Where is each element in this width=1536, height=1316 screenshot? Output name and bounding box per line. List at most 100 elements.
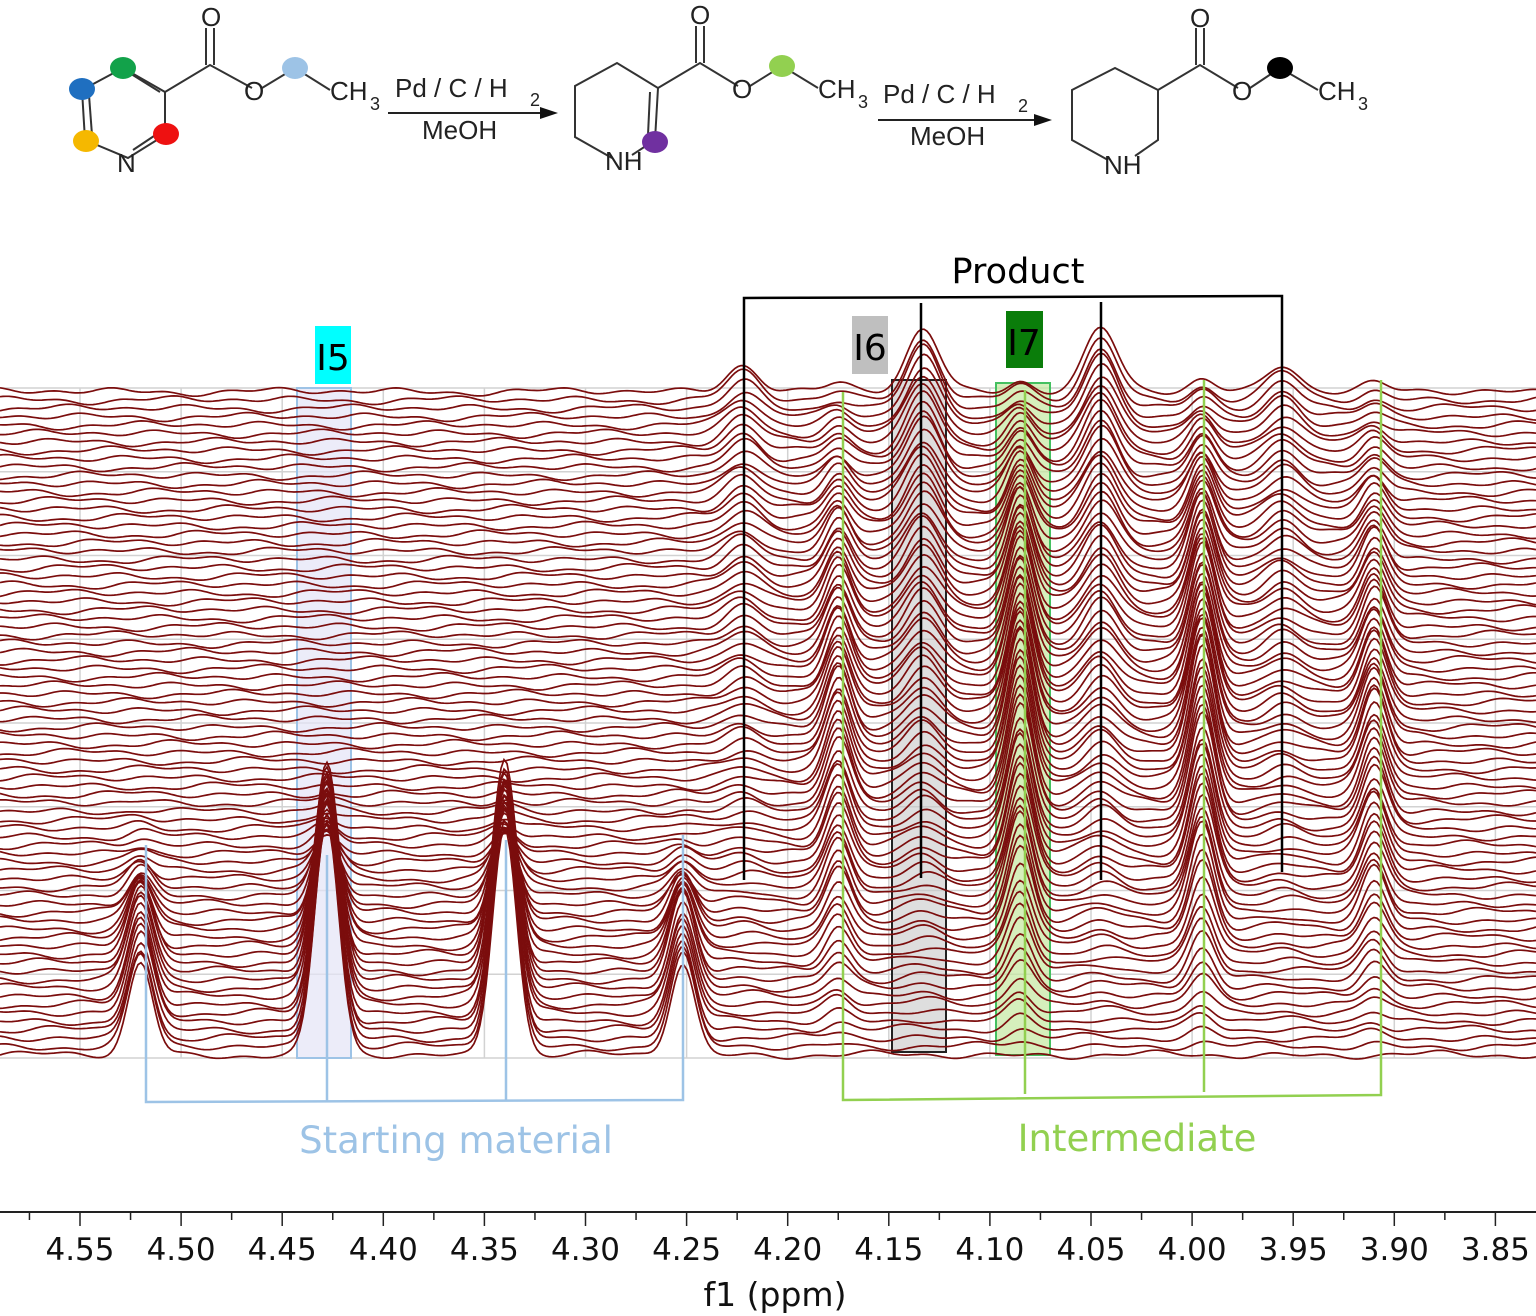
spectrum-trace	[0, 767, 1536, 985]
spectrum-trace	[0, 643, 1536, 767]
marker-dot-red	[153, 123, 179, 145]
spectrum-trace	[0, 437, 1536, 498]
atom-NH: NH	[1104, 150, 1142, 180]
spectrum-trace	[0, 655, 1536, 775]
spectrum-trace	[0, 511, 1536, 598]
spectrum-trace	[0, 336, 1536, 406]
spectrum-trace	[0, 809, 1536, 909]
spectrum-trace	[0, 786, 1536, 1010]
atom-CH: CH	[1318, 76, 1356, 106]
spectrum-trace	[0, 731, 1536, 842]
spectrum-trace	[0, 474, 1536, 540]
marker-dot-black	[1267, 57, 1293, 79]
marker-dot-lightgreen	[769, 55, 795, 77]
i5-label-box	[315, 326, 351, 384]
product-structure: O O NH CH 3	[1071, 3, 1368, 180]
spectrum-trace	[0, 326, 1536, 398]
spectrum-trace	[0, 780, 1536, 1002]
spectrum-trace	[0, 541, 1536, 641]
x-tick-label: 4.10	[955, 1232, 1024, 1268]
starting-material-structure: O O N CH 3	[69, 2, 380, 178]
spectrum-trace	[0, 634, 1536, 758]
intermediate-bracket	[841, 380, 1383, 1102]
spectrum-trace	[0, 398, 1536, 465]
marker-dot-green	[110, 57, 136, 79]
spectrum-trace	[0, 693, 1536, 808]
spectrum-trace	[0, 772, 1536, 876]
spectrum-trace	[0, 625, 1536, 742]
intermediate-label: Intermediate	[1018, 1117, 1257, 1160]
x-tick-label: 4.30	[551, 1232, 620, 1268]
x-tick-label: 4.45	[248, 1232, 317, 1268]
product-label: Product	[952, 252, 1085, 292]
spectrum-trace	[0, 765, 1536, 968]
spectrum-trace	[0, 778, 1536, 960]
spectrum-trace	[0, 485, 1536, 565]
atom-NH: NH	[605, 146, 643, 176]
reaction-arrow-2: Pd / C / H 2 MeOH	[878, 79, 1052, 151]
spectrum-trace	[0, 726, 1536, 833]
spectrum-trace	[0, 807, 1536, 1043]
spectrum-trace	[0, 362, 1536, 431]
spectrum-trace	[0, 674, 1536, 792]
x-tick-label: 4.15	[854, 1232, 923, 1268]
spectrum-trace	[0, 479, 1536, 548]
x-tick-label: 4.25	[652, 1232, 721, 1268]
spectrum-trace	[0, 797, 1536, 1027]
atom-O: O	[1232, 76, 1252, 106]
spectrum-trace	[0, 753, 1536, 859]
spectrum-trace	[0, 582, 1536, 691]
atom-O: O	[201, 2, 221, 32]
atom-O: O	[244, 76, 264, 106]
spectrum-trace	[0, 791, 1536, 943]
x-tick-label: 4.05	[1056, 1232, 1125, 1268]
spectrum-trace	[0, 499, 1536, 581]
spectrum-trace	[0, 469, 1536, 531]
solvent-label: MeOH	[910, 121, 985, 151]
starting-material-bracket	[144, 835, 685, 1104]
spectrum-trace	[0, 793, 1536, 893]
spectrum-trace	[0, 774, 1536, 993]
spectrum-trace	[0, 821, 1536, 1060]
x-tick-label: 3.85	[1461, 1232, 1530, 1268]
starting-material-label: Starting material	[299, 1119, 613, 1162]
spectrum-trace	[0, 819, 1536, 1052]
atom-sub: 3	[858, 92, 868, 112]
spectrum-trace	[0, 505, 1536, 590]
spectrum-trace	[0, 491, 1536, 573]
x-tick-label: 3.95	[1259, 1232, 1328, 1268]
atom-sub: 3	[370, 94, 380, 114]
intermediate-structure: O O NH CH 3	[574, 0, 868, 176]
x-tick-label: 4.55	[45, 1232, 114, 1268]
marker-dot-blue	[69, 78, 95, 100]
spectrum-trace	[0, 588, 1536, 700]
spectrum-trace	[0, 524, 1536, 616]
spectrum-trace	[0, 518, 1536, 607]
spectrum-trace	[0, 415, 1536, 482]
spectrum-trace	[0, 343, 1536, 414]
spectrum-trace	[0, 701, 1536, 817]
arrow-head-icon	[1034, 114, 1052, 126]
spectrum-trace	[0, 606, 1536, 717]
spectrum-trace	[0, 445, 1536, 507]
spectrum-trace	[0, 807, 1536, 927]
atom-O: O	[732, 74, 752, 104]
arrow-head-icon	[540, 107, 558, 119]
spectrum-trace	[0, 485, 1536, 556]
reagent-label: Pd / C / H	[883, 79, 996, 109]
spectrum-trace	[0, 684, 1536, 800]
x-tick-label: 4.00	[1158, 1232, 1227, 1268]
i7-label: I7	[1007, 323, 1041, 364]
reagent-subscript: 2	[530, 90, 540, 110]
spectrum-trace	[0, 352, 1536, 423]
reagent-subscript: 2	[1018, 96, 1028, 116]
spectrum-trace	[0, 742, 1536, 851]
spectrum-trace	[0, 597, 1536, 708]
spectrum-trace	[0, 800, 1536, 935]
spectrum-trace	[0, 409, 1536, 473]
spectrum-trace	[0, 784, 1536, 952]
spectrum-trace	[0, 664, 1536, 783]
atom-O: O	[1190, 3, 1210, 33]
spectrum-trace	[0, 757, 1536, 977]
x-tick-label: 4.20	[753, 1232, 822, 1268]
